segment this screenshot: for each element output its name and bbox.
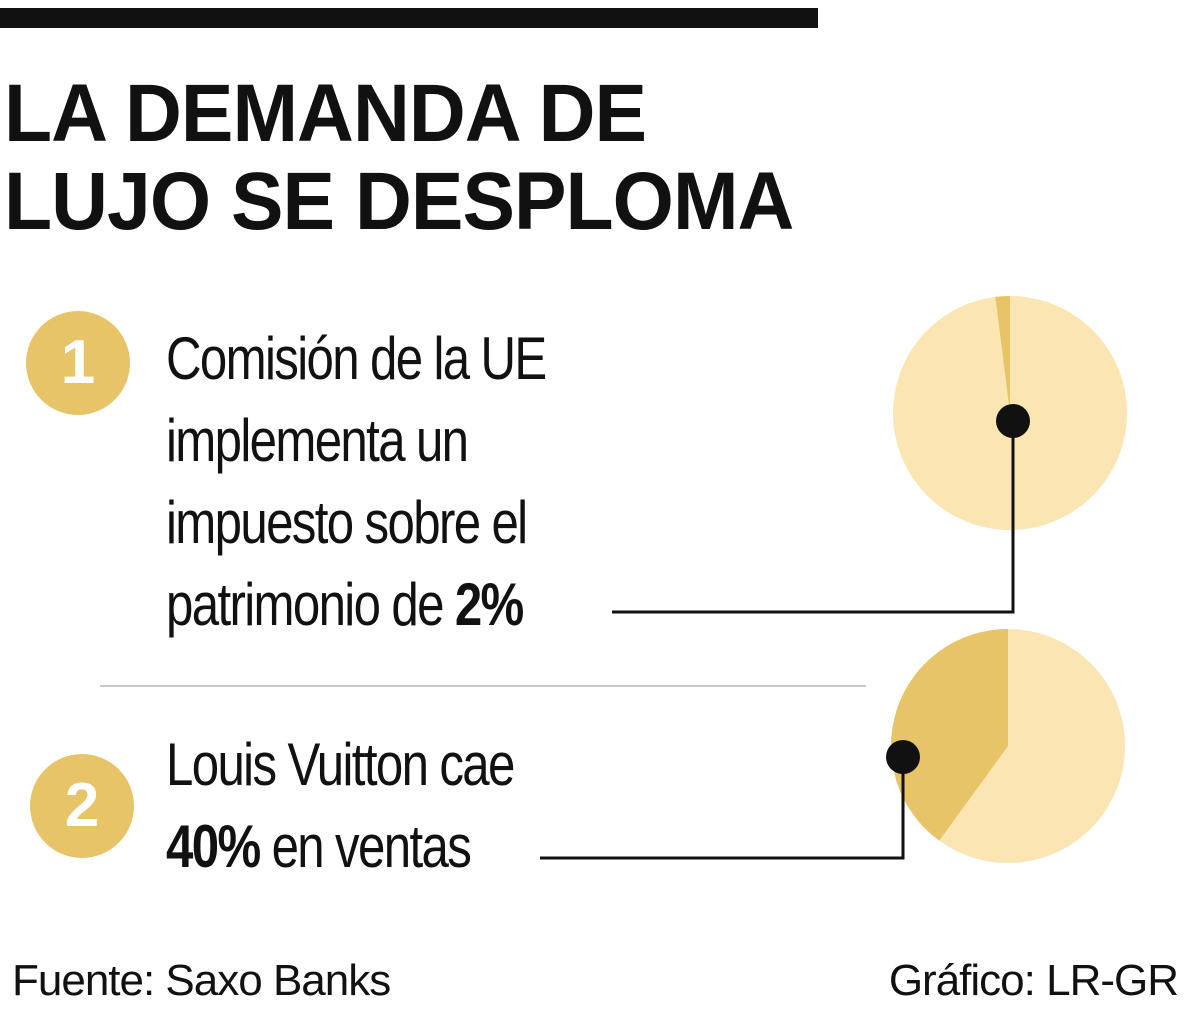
pie-1-slice-highlight: [995, 296, 1010, 413]
item-2-highlight-value: 40%: [166, 813, 261, 880]
item-2-number-badge: 2: [30, 754, 134, 858]
pie-2-slice-highlight: [890, 629, 1008, 841]
pie-2-leader-line: [540, 757, 905, 860]
pie-1-leader-line: [612, 421, 1015, 614]
item-1-highlight-value: 2%: [454, 571, 524, 638]
item-1-number-badge: 1: [26, 311, 130, 415]
source-footer: Fuente: Saxo Banks: [12, 956, 391, 1005]
title-line-2: LUJO SE DESPLOMA: [4, 156, 794, 247]
item-2-line-2-suffix: en ventas: [259, 813, 472, 880]
item-2-line-1: Louis Vuitton cae: [166, 731, 515, 798]
item-1-line-3: impuesto sobre el: [166, 489, 528, 556]
chart-title: LA DEMANDA DE LUJO SE DESPLOMA: [4, 68, 794, 247]
title-line-1: LA DEMANDA DE: [4, 68, 647, 159]
section-divider: [100, 685, 866, 687]
pie-1-callout-dot: [996, 404, 1030, 438]
pie-2-callout-dot: [886, 740, 920, 774]
item-1-line-2: implementa un: [166, 407, 469, 474]
item-1-text: Comisión de la UE implementa un impuesto…: [166, 318, 547, 646]
item-2-text: Louis Vuitton cae 40% en ventas: [166, 724, 515, 888]
top-accent-bar: [0, 8, 818, 28]
credit-footer: Gráfico: LR-GR: [888, 956, 1179, 1005]
item-1-line-1: Comisión de la UE: [166, 325, 547, 392]
item-1-line-4-prefix: patrimonio de: [166, 571, 455, 638]
